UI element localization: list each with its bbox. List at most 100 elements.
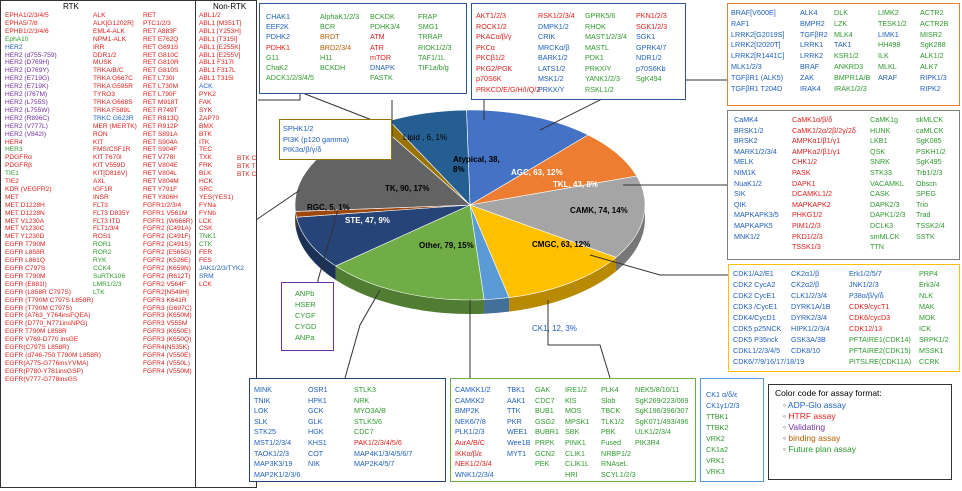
rtk-kinase-item: RET S904F [143, 146, 178, 154]
other-kinase-item: SgK196/396/307 [635, 406, 689, 416]
rtk-kinase-item: TIE2 [5, 178, 19, 186]
other-kinase-item: KIS [565, 395, 577, 405]
rtk-kinase-item: HER2 [5, 43, 23, 51]
nonrtk-kinase-item: PYK2 [199, 91, 216, 99]
rtk-kinase-item: EGFR (A763_Y764insFQEA) [5, 312, 91, 320]
nonrtk-kinase-item: SRC [199, 185, 213, 193]
nonrtk-kinase-item: JAK1/2/3/TYK2 [199, 265, 245, 272]
cmgc-kinase-item: CDK5 P35nck [733, 335, 779, 344]
legend-item-binding: binding assay [775, 433, 945, 444]
agc-kinase-item: SgK494 [636, 74, 662, 83]
legend-item-validating: Validating [775, 422, 945, 433]
tkl-kinase-item: ALK1/2 [920, 51, 944, 61]
camk-kinase-item: Trb1/2/3 [916, 167, 943, 177]
rtk-kinase-item: EPHA1/2/3/4/5 [5, 12, 49, 19]
nonrtk-kinase-item: BLK [199, 170, 212, 178]
rtk-kinase-item: EGFR (T790M C797S L858R) [5, 296, 94, 304]
camk-kinase-item: MARK1/2/3/4 [734, 146, 777, 156]
rtk-kinase-item: FGFR2 (C491S) [143, 241, 191, 249]
other-kinase-item: NEK1/2/3/4 [455, 459, 492, 469]
rtk-kinase-item: RET L790F [143, 91, 177, 99]
ste-kinase-item: MINK [254, 385, 272, 394]
connector-atypical [258, 91, 373, 121]
kinase-family-pie [294, 109, 646, 314]
tkl-kinase-item: TGFβR2 [800, 29, 828, 39]
agc-kinase-item: AKT1/2/3 [476, 11, 506, 20]
tkl-kinase-item: BMPR2 [800, 18, 825, 28]
atypical-kinase-item: BRD2/3/4 [320, 42, 352, 52]
nonrtk-kinase-item: CSK [199, 225, 213, 233]
atypical-kinase-item: BCKDH [320, 63, 346, 72]
rtk-kinase-item: TRKA F589L [93, 106, 131, 114]
camk-kinase-item: NIM1K [734, 167, 756, 177]
rtk-kinase-item: RET L730M [143, 83, 179, 91]
rtk-kinase-item: RET M918T [143, 98, 179, 106]
ck1-kinase-item: VRK2 [706, 434, 725, 443]
rtk-kinase-item: HER2 (L755W) [5, 106, 50, 114]
rtk-kinase-item: EGFR (E881I) [5, 280, 47, 288]
tkl-column-3: DLK LZK MLK4 TAK1 KSR1/2 ANKRD3 BMPR1A/B IRAK1/… [834, 8, 870, 94]
camk-kinase-item: SIK [734, 189, 746, 199]
agc-kinase-item: MSK1/2 [538, 74, 564, 83]
cmgc-kinase-item: JNK1/2/3 [849, 280, 879, 289]
agc-kinase-item: BARK1/2 [538, 53, 568, 62]
rtk-kinase-item: FLT3 ITD [93, 217, 121, 225]
ste-kinase-item: NRK [354, 395, 370, 405]
atypical-kinase-item: ADCK1/2/3/4/5 [266, 73, 314, 83]
rtk-kinase-item: CCK4 [93, 265, 111, 272]
rtk-kinase-item: MET V1230A [5, 217, 45, 225]
rgc-kinase-item: CYGD [295, 322, 317, 331]
pie-label-lipid: Lipid , 6, 1% [403, 133, 448, 142]
nonrtk-kinase-item: FER [199, 249, 213, 257]
camk-kinase-item: DCAMKL1/2 [792, 189, 832, 199]
rtk-kinase-item: HER2 (I767M) [5, 91, 48, 99]
rtk-kinase-item: ALK [93, 12, 106, 19]
other-kinase-item: MYT1 [507, 448, 527, 458]
atypical-kinase-item: CHAK1 [266, 12, 290, 21]
camk-box: CaMK4 BRSK1/2 BRSK2 MARK1/2/3/4 MELK NIM1K Nua… [727, 110, 960, 260]
pie-label-cmgc: CMGC, 63, 12% [532, 240, 591, 249]
legend-item-future-plan: Future plan assay [775, 444, 945, 455]
ste-kinase-item: PAK1/2/3/4/5/6 [354, 437, 402, 447]
other-kinase-item: IKKα/β/ε [455, 448, 483, 458]
agc-kinase-item: PRKX/Y [538, 84, 565, 94]
rtk-kinase-item: TYRO3 [93, 91, 115, 99]
connector-cmgc [589, 254, 728, 276]
tkl-kinase-item: HH498 [878, 40, 901, 50]
agc-column-4: PKN1/2/3 SGK1/2/3 SGK1 GPRK4/7 NDR1/2 p70S6Kb… [636, 11, 667, 85]
ck1-box: CK1 α/δ/ε CK1γ1/2/3 TTBK1 TTBK2 VRK2 CK1a2 VRK… [700, 378, 764, 482]
cmgc-box: CDK1/A2/E1 CDK2 CycA2 CDK2 CycE1 CDK3 /CycE… [728, 264, 960, 372]
cmgc-kinase-item: CDK8/10 [791, 346, 821, 355]
tkl-kinase-item: ALK4 [800, 8, 818, 17]
other-kinase-item: NRBP1/2 [601, 448, 631, 458]
atypical-kinase-item: FASTK [370, 73, 393, 83]
other-kinase-item: CAMKK2 [455, 395, 485, 405]
agc-kinase-item: GPRK4/7 [636, 42, 667, 52]
rtk-kinase-item: RET V804E [143, 162, 178, 170]
agc-kinase-item: MRCKα/β [538, 42, 570, 52]
rtk-kinase-item: RET L730I [143, 75, 175, 83]
cmgc-kinase-item: CDK2 CycE1 [733, 291, 776, 300]
ck1-kinase-item: CK1 α/δ/ε [706, 390, 738, 399]
other-kinase-item: PINK1 [565, 437, 586, 447]
atypical-kinase-item: TAF1/1L [418, 52, 446, 62]
camk-kinase-item: Trad [916, 210, 931, 220]
agc-box: AKT1/2/3 ROCK1/2 PKACα/β/γ PKCα PKCβ1/2 PKG2/… [471, 3, 686, 100]
nonrtk-kinase-item: FES [199, 257, 212, 265]
cmgc-kinase-item: NLK [919, 291, 933, 300]
atypical-kinase-item: SMG1 [418, 22, 439, 32]
cmgc-kinase-item: MSSK1 [919, 346, 944, 355]
other-column-2: TBK1 AAK1 TTK PKR WEE1 Wee1B MYT1 [507, 385, 530, 459]
agc-kinase-item: p70S6Kb [636, 63, 666, 73]
tkl-kinase-item: MLK1/2/3 [731, 61, 762, 71]
agc-kinase-item: PKCβ1/2 [476, 53, 505, 62]
rtk-kinase-item: MET V1230C [5, 225, 45, 233]
agc-kinase-item: SGK1 [636, 32, 656, 41]
cmgc-kinase-item: PRP4 [919, 269, 938, 278]
camk-kinase-item: HUNK [870, 125, 891, 135]
rtk-kinase-item: MET D1228N [5, 209, 45, 217]
rtk-kinase-item: EGFR T790M L858R [5, 328, 67, 336]
connector-ste [344, 289, 381, 379]
rtk-kinase-item: PDGFRβ [5, 162, 32, 170]
nonrtk-kinase-item: FAK [199, 98, 212, 106]
